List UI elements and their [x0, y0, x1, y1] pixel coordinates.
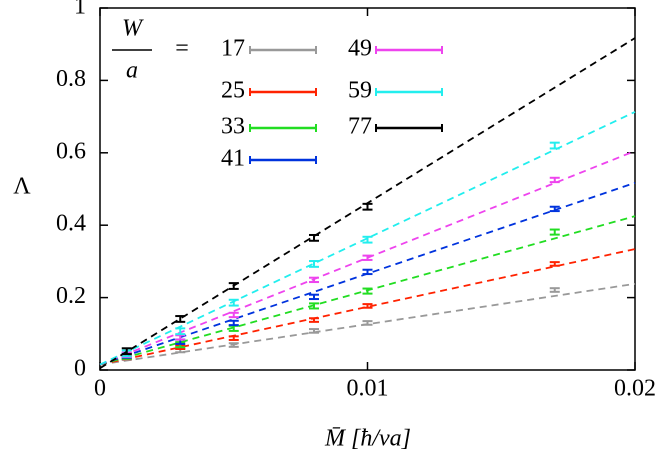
y-tick-label: 1: [74, 0, 86, 20]
legend-label: 33: [221, 114, 245, 140]
legend-label: 17: [221, 36, 245, 62]
x-tick-label: 0: [94, 376, 106, 402]
y-tick-label: 0.6: [56, 138, 86, 164]
legend-label: 25: [221, 78, 245, 104]
legend-title-denominator: a: [126, 58, 138, 84]
y-tick-label: 0.2: [56, 283, 86, 309]
legend-label: 77: [348, 114, 372, 140]
y-tick-label: 0: [74, 356, 86, 382]
y-tick-label: 0.4: [56, 211, 86, 237]
y-axis-label: Λ: [13, 174, 31, 200]
fit-line: [99, 111, 636, 366]
x-tick-label: 0.01: [347, 376, 389, 402]
legend-title-numerator: W: [122, 16, 144, 42]
y-tick-label: 0.8: [56, 66, 86, 92]
legend-label: 41: [221, 146, 245, 172]
legend-title-relation: =: [175, 36, 189, 62]
x-tick-label: 0.02: [614, 376, 656, 402]
x-axis-label: M̄ [ħ/va]: [324, 426, 411, 452]
fit-line: [99, 248, 636, 366]
legend-label: 49: [348, 36, 372, 62]
legend-label: 59: [348, 78, 372, 104]
